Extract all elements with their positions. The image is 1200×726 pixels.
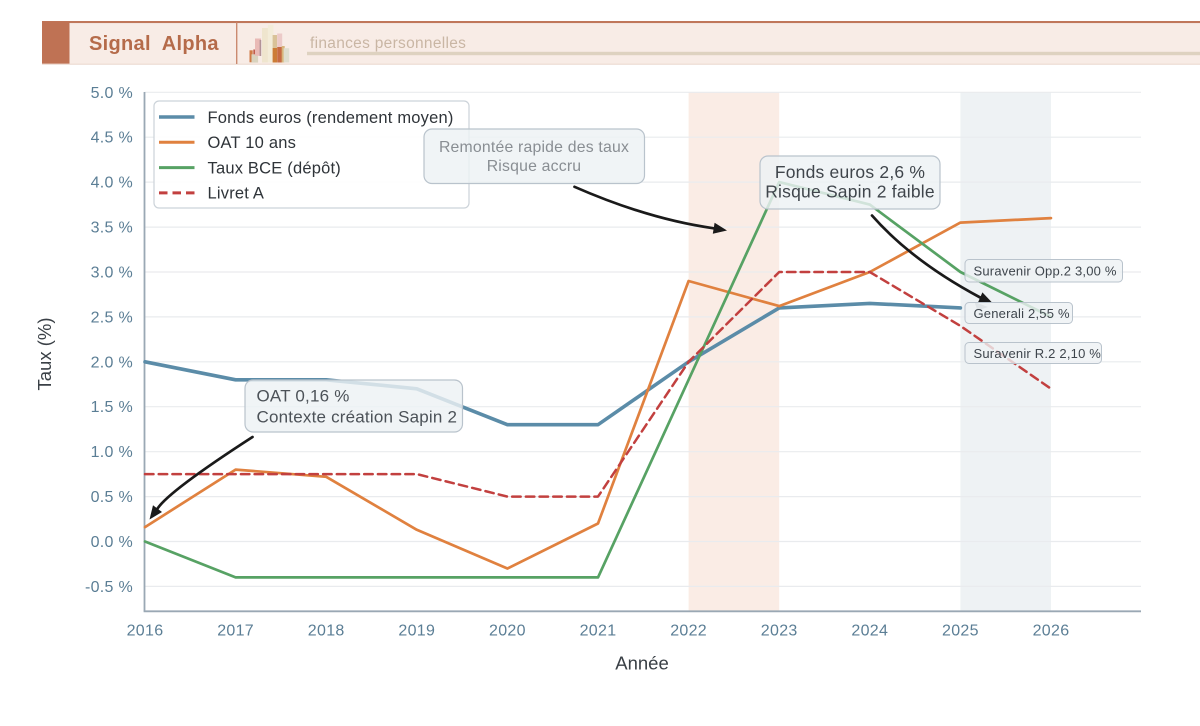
svg-text:2.5 %: 2.5 % — [91, 309, 133, 326]
svg-text:5.0 %: 5.0 % — [91, 85, 133, 102]
svg-text:2022: 2022 — [670, 623, 707, 640]
svg-text:2018: 2018 — [308, 623, 345, 640]
svg-text:3.0 %: 3.0 % — [91, 265, 133, 282]
svg-text:Suravenir Opp.2 3,00 %: Suravenir Opp.2 3,00 % — [974, 264, 1117, 279]
svg-text:finances personnelles: finances personnelles — [310, 35, 466, 52]
svg-text:2024: 2024 — [851, 623, 888, 640]
svg-text:1.0 %: 1.0 % — [91, 444, 133, 461]
svg-text:OAT 10 ans: OAT 10 ans — [208, 134, 297, 152]
svg-text:2025: 2025 — [942, 623, 979, 640]
svg-text:Risque accru: Risque accru — [487, 158, 582, 175]
svg-text:Année: Année — [615, 653, 669, 674]
svg-text:2016: 2016 — [127, 623, 164, 640]
svg-text:Fonds euros 2,6 %: Fonds euros 2,6 % — [775, 162, 925, 182]
svg-text:2017: 2017 — [217, 623, 254, 640]
svg-text:2023: 2023 — [761, 623, 798, 640]
svg-text:0.0 %: 0.0 % — [91, 534, 133, 551]
svg-text:Remontée rapide des taux: Remontée rapide des taux — [439, 139, 629, 156]
svg-text:2019: 2019 — [398, 623, 435, 640]
svg-text:Suravenir R.2 2,10 %: Suravenir R.2 2,10 % — [974, 346, 1102, 361]
svg-text:Livret A: Livret A — [208, 185, 265, 203]
svg-text:Signal Alpha: Signal Alpha — [89, 33, 219, 55]
svg-text:Taux BCE (dépôt): Taux BCE (dépôt) — [208, 159, 341, 177]
svg-text:Generali 2,55 %: Generali 2,55 % — [974, 306, 1070, 321]
svg-text:2021: 2021 — [580, 623, 617, 640]
svg-text:2020: 2020 — [489, 623, 526, 640]
svg-text:OAT 0,16 %: OAT 0,16 % — [257, 387, 350, 406]
svg-text:0.5 %: 0.5 % — [91, 489, 133, 506]
svg-text:1.5 %: 1.5 % — [91, 399, 133, 416]
svg-text:4.5 %: 4.5 % — [91, 130, 133, 147]
svg-text:Contexte création Sapin 2: Contexte création Sapin 2 — [257, 408, 458, 427]
svg-text:4.0 %: 4.0 % — [91, 175, 133, 192]
svg-text:Fonds euros (rendement moyen): Fonds euros (rendement moyen) — [208, 109, 454, 127]
svg-text:3.5 %: 3.5 % — [91, 220, 133, 237]
svg-text:Risque Sapin 2 faible: Risque Sapin 2 faible — [765, 182, 935, 202]
svg-text:-0.5 %: -0.5 % — [85, 579, 133, 596]
svg-text:Taux (%): Taux (%) — [34, 318, 55, 391]
svg-text:2.0 %: 2.0 % — [91, 354, 133, 371]
svg-text:2026: 2026 — [1033, 623, 1070, 640]
